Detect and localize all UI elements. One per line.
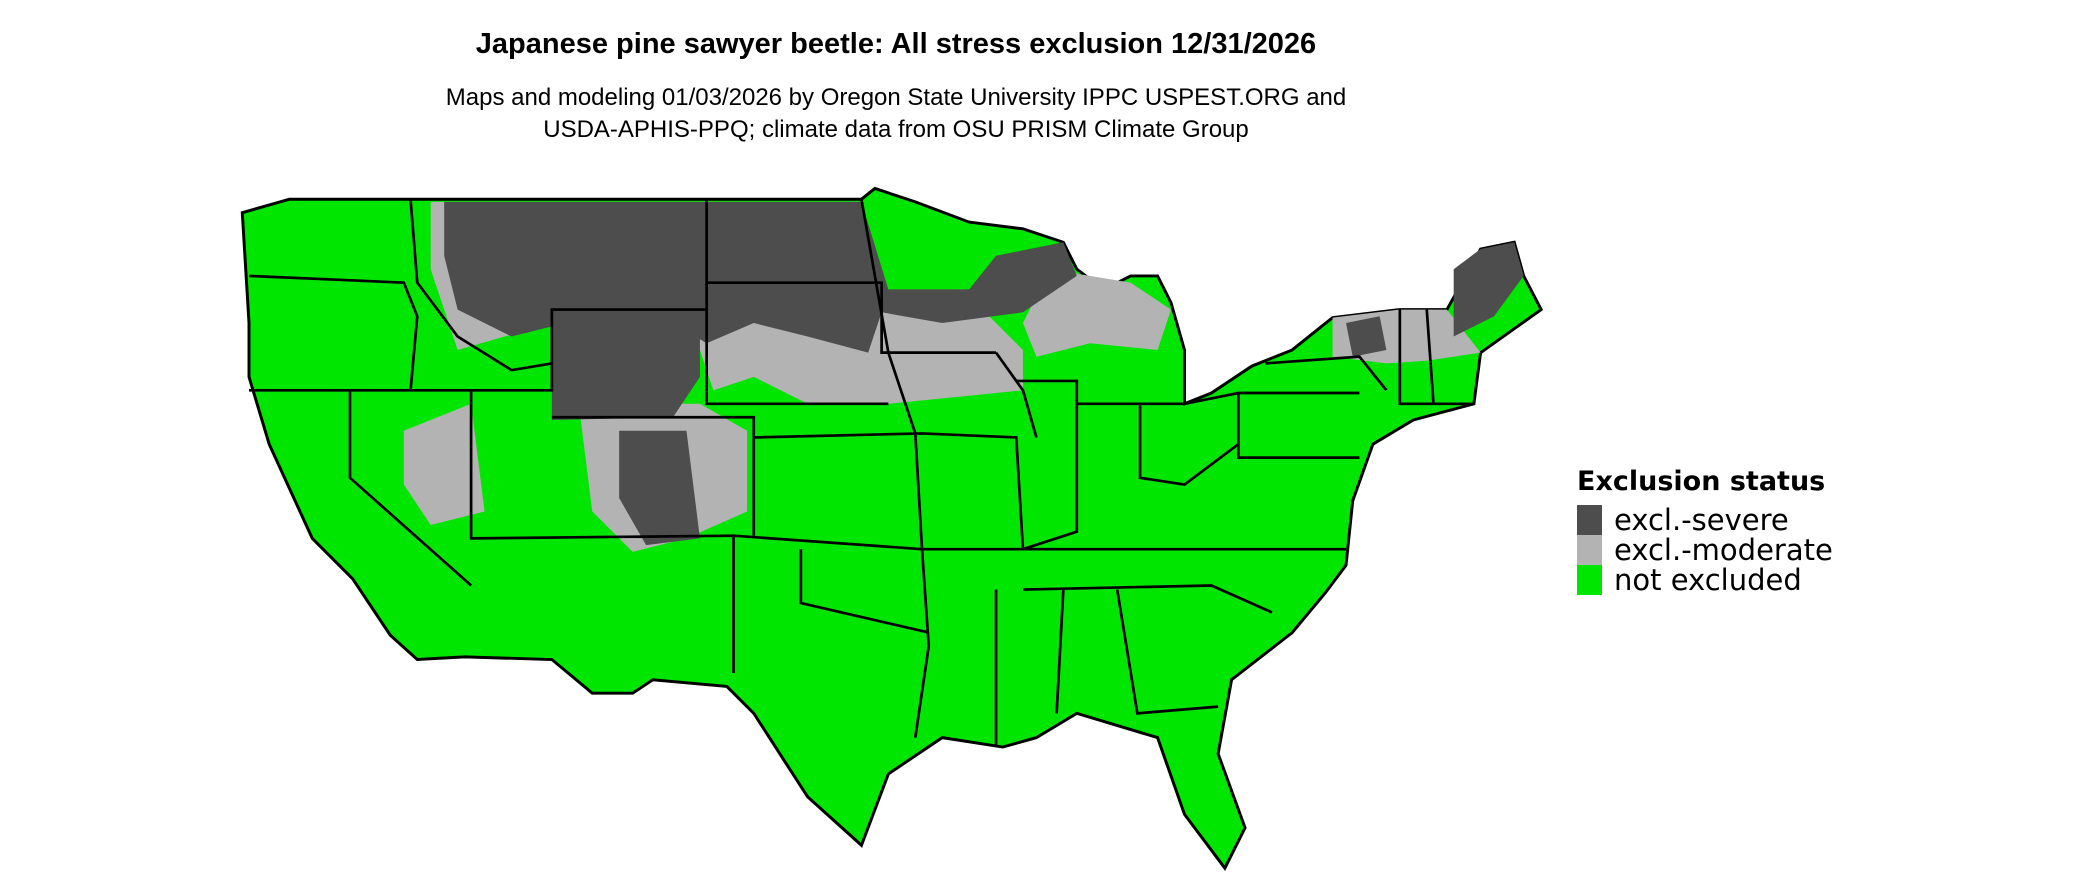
map-subtitle-line-1: Maps and modeling 01/03/2026 by Oregon S… — [445, 84, 1347, 111]
legend-item-moderate: excl.-moderate — [1577, 535, 1833, 565]
legend-label: not excluded — [1614, 563, 1802, 597]
legend-swatch-not-excluded — [1577, 565, 1602, 595]
state-borders — [248, 198, 1474, 748]
legend-label: excl.-severe — [1614, 503, 1789, 537]
legend-swatch-moderate — [1577, 535, 1602, 565]
map-subtitle-line-2: USDA-APHIS-PPQ; climate data from OSU PR… — [543, 116, 1249, 143]
map-title: Japanese pine sawyer beetle: All stress … — [475, 28, 1317, 60]
legend-title: Exclusion status — [1577, 466, 1826, 497]
legend-label: excl.-moderate — [1614, 533, 1833, 567]
legend-item-severe: excl.-severe — [1577, 505, 1833, 535]
legend: Exclusion status excl.-severe excl.-mode… — [1577, 466, 1833, 595]
excl-severe-areas — [444, 201, 1524, 546]
legend-item-not-excluded: not excluded — [1577, 565, 1833, 595]
legend-swatch-severe — [1577, 505, 1602, 535]
